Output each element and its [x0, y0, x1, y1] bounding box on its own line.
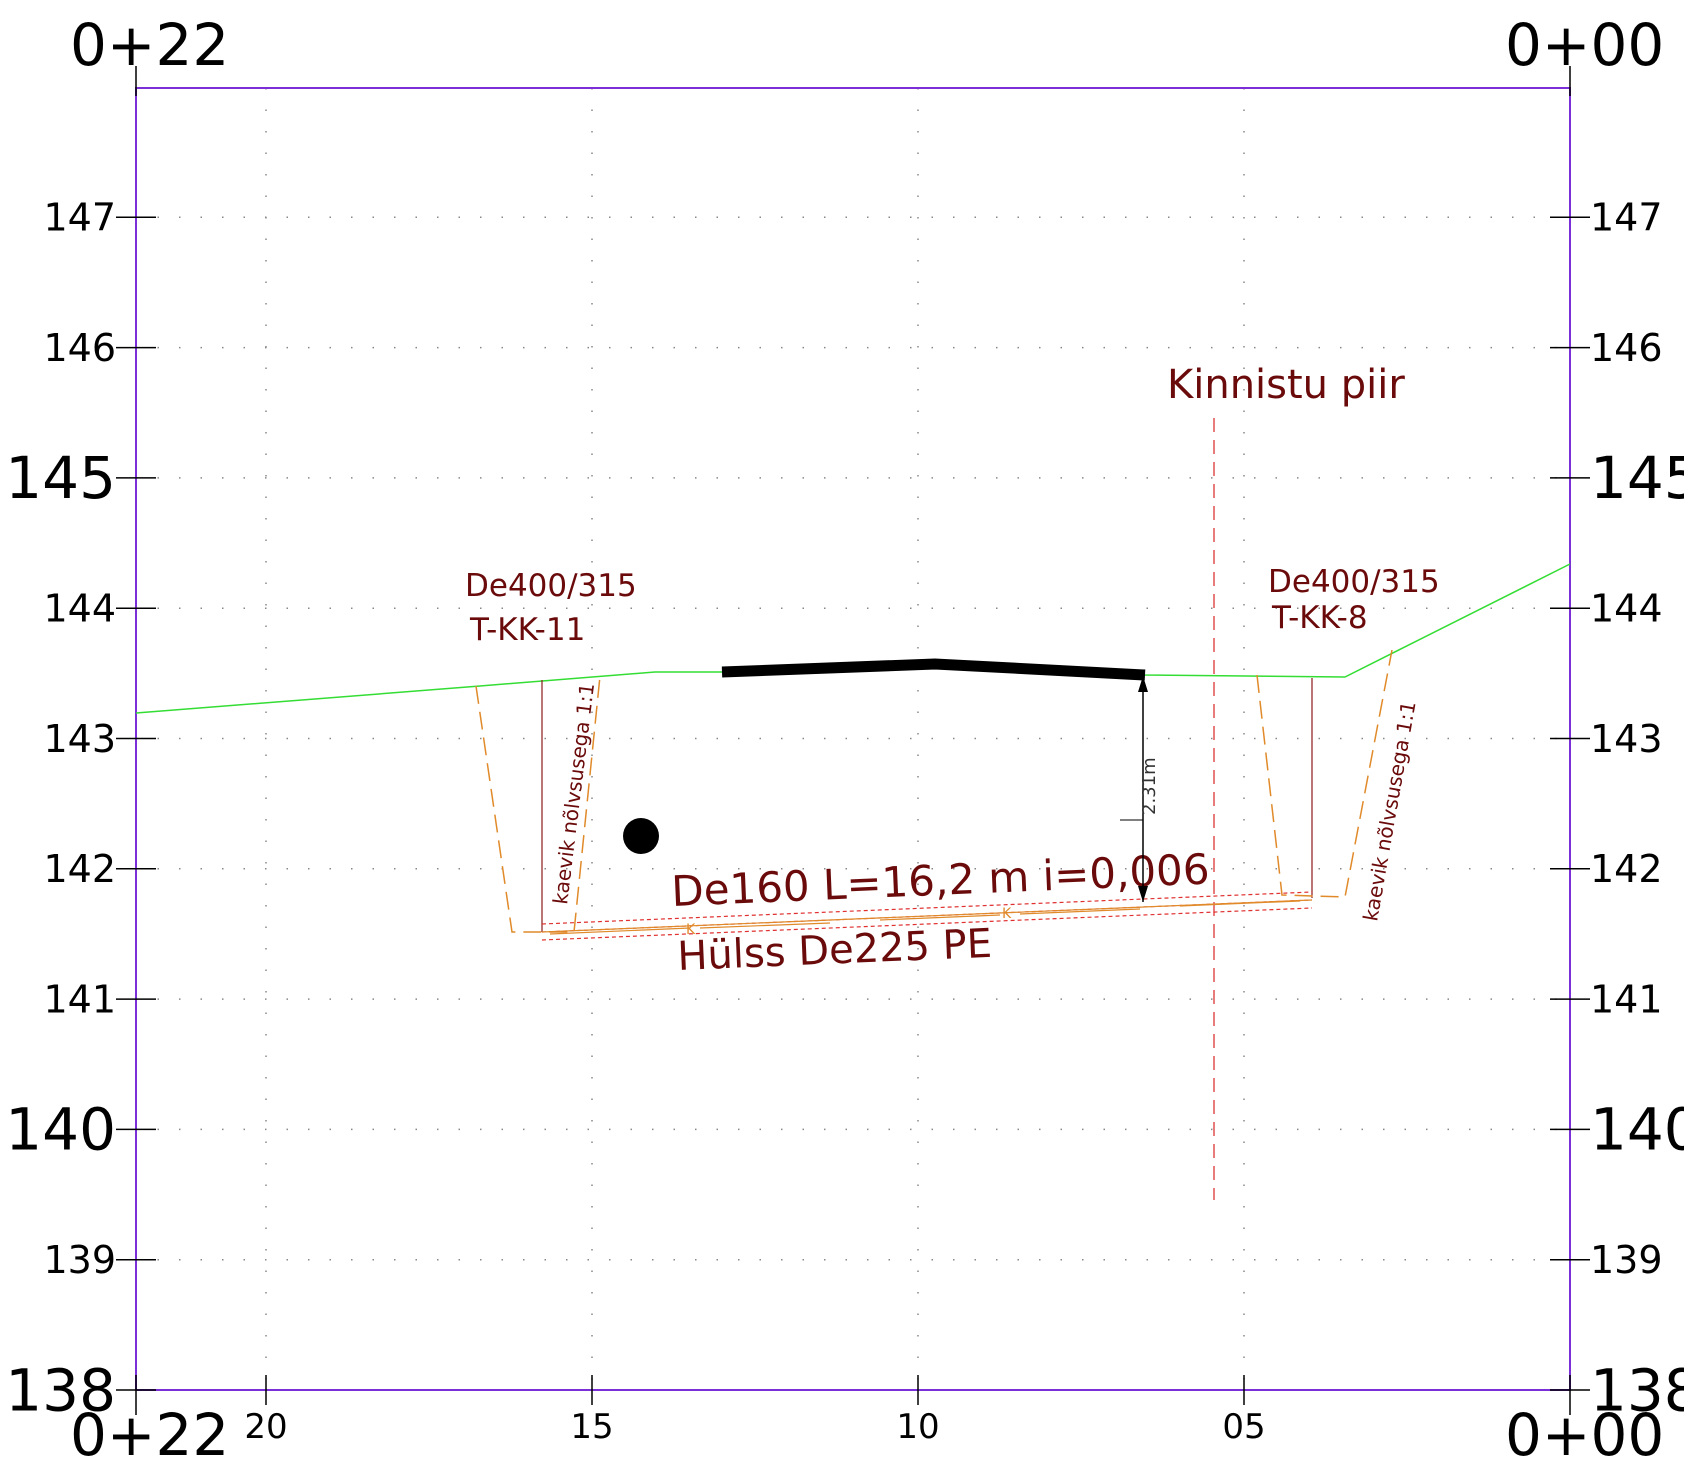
chainage-label: 15: [570, 1407, 613, 1447]
elevation-label-right: 143: [1590, 717, 1663, 761]
property-line-label: Kinnistu piir: [1167, 362, 1405, 408]
pipe-run: [541, 891, 1313, 941]
elevation-label-left: 143: [43, 717, 116, 761]
station-label-bottom-right: 0+00: [1505, 1401, 1664, 1461]
elevation-label-left: 142: [43, 847, 116, 891]
chainage-label: 20: [244, 1407, 287, 1447]
elevation-label-right: 138: [1590, 1356, 1684, 1424]
elevation-label-left: 139: [43, 1238, 116, 1282]
elevation-label-right: 146: [1590, 326, 1663, 370]
elevation-label-left: 140: [5, 1096, 116, 1164]
left-trench-label: kaevik nõlvsusega 1:1: [548, 682, 599, 906]
dotted-grid: [136, 88, 1570, 1390]
chainage-label: 05: [1222, 1407, 1265, 1447]
station-label-bottom-left: 0+22: [70, 1401, 229, 1461]
right-trench: [1256, 649, 1393, 898]
station-label-top-right: 0+00: [1505, 11, 1664, 79]
elevation-label-right: 139: [1590, 1238, 1663, 1282]
existing-utility-marker: [623, 818, 659, 854]
right-manhole-id: T-KK-8: [1271, 600, 1368, 636]
elevation-label-right: 141: [1590, 977, 1663, 1021]
elevation-label-left: 144: [43, 587, 116, 631]
pipe-spec-label: De160 L=16,2 m i=0,006: [670, 844, 1210, 916]
road-surface: [721, 658, 1146, 681]
elevation-label-left: 141: [43, 977, 116, 1021]
station-label-top-left: 0+22: [70, 11, 229, 79]
sleeve-spec-label: Hülss De225 PE: [676, 921, 992, 980]
left-manhole-size: De400/315: [465, 568, 637, 604]
chainage-axis: 20 15 10 05: [135, 66, 1571, 1447]
pipe-marker-right: K: [1002, 906, 1012, 922]
left-manhole-id: T-KK-11: [469, 612, 585, 648]
elevation-label-left: 145: [5, 444, 116, 512]
elevation-label-right: 147: [1590, 196, 1663, 240]
elevation-label-right: 145: [1590, 444, 1684, 512]
right-trench-label: kaevik nõlvsusega 1:1: [1358, 699, 1420, 923]
elevation-label-left: 147: [43, 196, 116, 240]
elevation-label-right: 144: [1590, 587, 1663, 631]
right-manhole-size: De400/315: [1268, 564, 1440, 600]
pipe-marker-left: K: [686, 922, 696, 938]
elevation-label-right: 142: [1590, 847, 1663, 891]
depth-dimension-label: 2.31m: [1139, 757, 1160, 815]
elevation-label-left: 138: [5, 1356, 116, 1424]
depth-dimension: [1120, 676, 1148, 902]
chainage-label: 10: [896, 1407, 939, 1447]
elevation-axis: 147 147 146 146 145 145 144 144 143 143 142 142 141 1…: [5, 196, 1684, 1425]
elevation-label-left: 146: [43, 326, 116, 370]
elevation-label-right: 140: [1590, 1096, 1684, 1164]
